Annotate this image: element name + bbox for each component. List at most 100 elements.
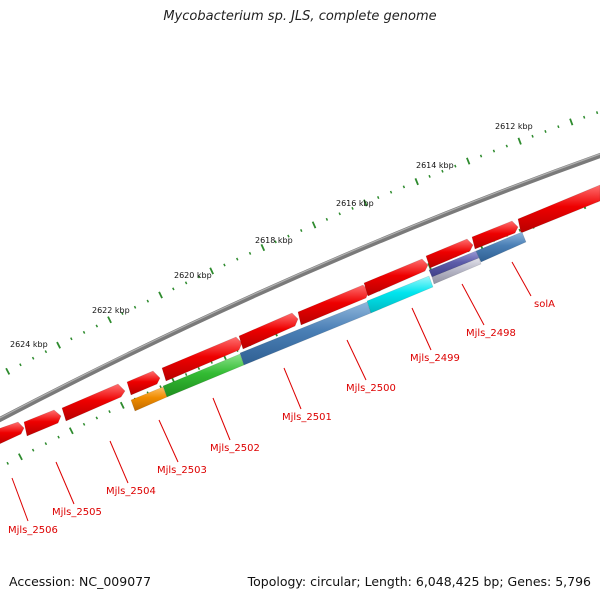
minor-tick	[44, 350, 48, 354]
gene-forward-6	[238, 312, 299, 350]
minor-tick	[300, 229, 303, 232]
minor-tick	[31, 448, 35, 452]
minor-tick	[428, 174, 431, 178]
minor-tick	[248, 251, 252, 255]
gene-forward-2	[23, 409, 62, 437]
minor-tick	[351, 206, 354, 210]
outer-tick-row	[5, 111, 599, 375]
gene-forward-8	[363, 258, 429, 297]
minor-tick	[19, 363, 22, 367]
leader-mjls-2501	[283, 367, 302, 410]
minor-tick	[57, 435, 60, 439]
scale-label-2622: 2622 kbp	[92, 306, 130, 315]
leader-mjls-2499	[411, 307, 432, 351]
minor-tick	[95, 324, 99, 328]
minor-tick	[184, 372, 188, 376]
minor-tick	[70, 337, 73, 341]
gene-label-leaders	[11, 261, 532, 522]
map-title: Mycobacterium sp. JLS, complete genome	[163, 9, 437, 24]
major-tick	[311, 221, 317, 229]
minor-tick	[454, 164, 457, 168]
minor-tick	[82, 422, 86, 426]
minor-tick	[287, 234, 290, 238]
minor-tick	[146, 299, 150, 303]
minor-tick	[95, 416, 99, 420]
major-tick	[414, 178, 419, 186]
minor-tick	[159, 385, 162, 389]
gene-forward-9	[425, 238, 474, 269]
gene-label-solA: solA	[534, 299, 555, 310]
leader-solA	[511, 261, 532, 297]
leader-mjls-2502	[212, 397, 231, 441]
minor-tick	[172, 287, 175, 291]
leader-mjls-2506	[11, 477, 29, 522]
gene-features	[0, 184, 600, 445]
gene-forward-5	[161, 336, 243, 382]
leader-mjls-2505	[55, 461, 75, 505]
gene-label-mjls-2502: Mjls_2502	[210, 443, 260, 454]
leader-mjls-2500	[346, 339, 367, 381]
gene-label-mjls-2499: Mjls_2499	[410, 353, 460, 364]
genome-backbone	[0, 152, 600, 423]
minor-tick	[325, 217, 329, 221]
minor-tick	[236, 257, 239, 261]
minor-tick	[505, 144, 508, 148]
minor-tick	[274, 240, 277, 244]
minor-tick	[121, 312, 124, 316]
gene-grey	[431, 257, 482, 285]
minor-tick	[441, 169, 444, 173]
major-tick	[56, 341, 61, 349]
minor-tick	[44, 442, 48, 446]
major-tick	[158, 291, 163, 299]
minor-tick	[531, 134, 534, 138]
major-tick	[363, 199, 368, 207]
minor-tick	[197, 275, 201, 279]
scale-label-2618: 2618 kbp	[255, 236, 293, 245]
gene-label-mjls-2504: Mjls_2504	[106, 486, 156, 497]
minor-tick	[544, 129, 547, 133]
gene-label-mjls-2503: Mjls_2503	[157, 465, 207, 476]
major-tick	[466, 157, 471, 165]
major-tick	[569, 118, 574, 126]
gene-forward-10	[471, 220, 519, 250]
minor-tick	[377, 196, 380, 200]
major-tick	[107, 316, 112, 324]
gene-forward-3	[61, 383, 126, 422]
gene-label-mjls-2498: Mjls_2498	[466, 328, 516, 339]
gene-forward-4	[126, 370, 161, 396]
major-tick	[18, 453, 23, 461]
scale-label-2614: 2614 kbp	[416, 161, 454, 170]
minor-tick	[479, 154, 483, 158]
gene-forward-11	[517, 184, 600, 234]
minor-tick	[595, 111, 599, 115]
major-tick	[68, 427, 74, 435]
gene-forward-1	[0, 421, 25, 445]
scale-label-2612: 2612 kbp	[495, 122, 533, 131]
minor-tick	[6, 461, 9, 465]
major-tick	[260, 244, 266, 252]
gene-forward-7	[297, 284, 370, 326]
leader-mjls-2504	[109, 440, 129, 484]
gene-label-mjls-2501: Mjls_2501	[282, 412, 332, 423]
gene-label-mjls-2505: Mjls_2505	[52, 507, 102, 518]
major-tick	[119, 401, 125, 409]
minor-tick	[492, 149, 496, 153]
leader-mjls-2498	[461, 283, 485, 326]
minor-tick	[184, 281, 188, 285]
accession-text: Accession: NC_009077	[9, 574, 152, 589]
minor-tick	[402, 185, 406, 189]
minor-tick	[389, 190, 393, 194]
minor-tick	[108, 410, 111, 414]
minor-tick	[31, 356, 35, 360]
minor-tick	[133, 305, 137, 309]
minor-tick	[557, 125, 560, 129]
gene-labels: solA Mjls_2498 Mjls_2499 Mjls_2500 Mjls_…	[8, 299, 555, 536]
scale-label-2624: 2624 kbp	[10, 340, 48, 349]
minor-tick	[518, 228, 521, 232]
scale-labels: 2612 kbp 2614 kbp 2616 kbp 2618 kbp 2620…	[10, 122, 533, 349]
genome-backbone-highlight	[0, 153, 600, 419]
major-tick	[209, 267, 214, 275]
scale-label-2620: 2620 kbp	[174, 271, 212, 280]
minor-tick	[223, 263, 226, 267]
